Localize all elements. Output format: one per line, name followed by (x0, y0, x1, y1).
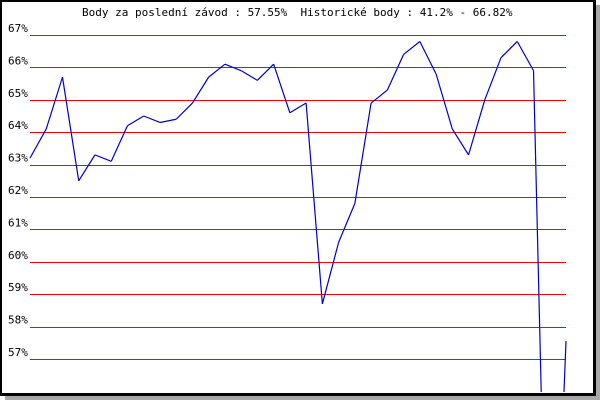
series-line-segment (403, 41, 421, 55)
series-line-segment (467, 99, 486, 156)
series-line-segment (78, 154, 96, 182)
series-line-segment (289, 102, 307, 114)
series-line-segment (110, 125, 129, 162)
series-line-segment (61, 77, 80, 181)
series-line-segment (273, 63, 291, 113)
chart-title: Body za poslední závod : 57.55% Historic… (82, 6, 513, 19)
series-line-segment (305, 102, 323, 304)
series-line-segment (29, 128, 47, 159)
series-line-segment (45, 76, 64, 130)
series-line-segment (532, 70, 542, 393)
series-line-segment (94, 154, 112, 162)
y-tick-label: 61% (8, 216, 28, 229)
y-tick-label: 60% (8, 249, 28, 262)
series-line-segment (175, 102, 193, 120)
series-line-segment (386, 54, 405, 91)
series-line-segment (354, 102, 372, 204)
series-line-segment (370, 89, 388, 104)
y-tick-label: 57% (8, 346, 28, 359)
series-line-segment (191, 76, 210, 104)
y-tick-label: 66% (8, 54, 28, 67)
series-line-segment (563, 341, 567, 393)
y-tick-label: 62% (8, 184, 28, 197)
series-line-segment (240, 70, 258, 81)
y-tick-label: 58% (8, 314, 28, 327)
series-line-segment (419, 41, 437, 75)
series-line-segment (143, 115, 161, 124)
series-line-segment (484, 57, 502, 101)
y-tick-label: 65% (8, 87, 28, 100)
series-line-segment (159, 118, 177, 124)
series-line-segment (338, 203, 356, 243)
y-tick-label: 64% (8, 119, 28, 132)
series-line-segment (451, 128, 470, 156)
series-line-segment (256, 63, 275, 81)
series-line-segment (435, 73, 453, 130)
series-line-segment (224, 63, 242, 72)
series-line-segment (208, 63, 226, 78)
y-tick-label: 63% (8, 152, 28, 165)
y-tick-label: 67% (8, 22, 28, 35)
y-tick-label: 59% (8, 281, 28, 294)
series-line-segment (321, 242, 340, 305)
series-line-segment (127, 115, 145, 127)
series-line-segment (500, 41, 518, 59)
series-line-segment (516, 41, 535, 71)
